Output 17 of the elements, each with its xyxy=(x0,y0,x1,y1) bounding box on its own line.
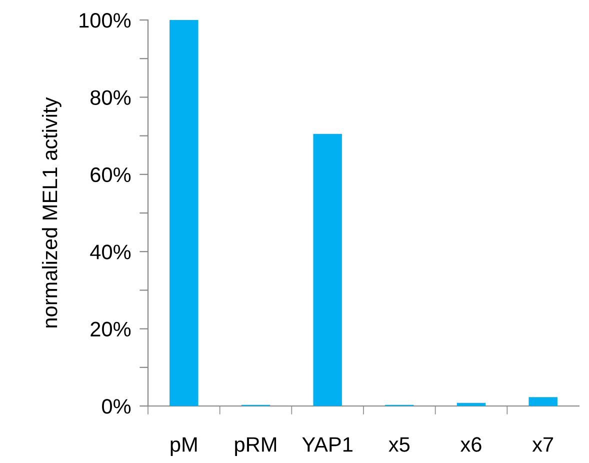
x-tick-label: pRM xyxy=(235,437,276,456)
y-tick-label: 100% xyxy=(80,13,131,28)
bar xyxy=(170,20,198,406)
x-tick-label: x6 xyxy=(460,437,482,452)
y-axis-title: normalized MEL1 activity xyxy=(42,97,62,328)
bar xyxy=(313,134,342,406)
y-tick-label: 20% xyxy=(90,322,131,337)
y-tick-label: 0% xyxy=(102,399,131,414)
x-tick-label: x5 xyxy=(388,437,410,452)
x-tick-label: YAP1 xyxy=(302,437,352,452)
y-tick-label: 40% xyxy=(90,244,131,260)
y-tick-label: 60% xyxy=(90,167,131,182)
y-tick-label: 80% xyxy=(90,90,131,105)
x-tick-label: pM xyxy=(170,437,197,456)
bar xyxy=(528,397,558,406)
x-tick-label: x7 xyxy=(532,437,554,452)
bar xyxy=(456,402,486,406)
